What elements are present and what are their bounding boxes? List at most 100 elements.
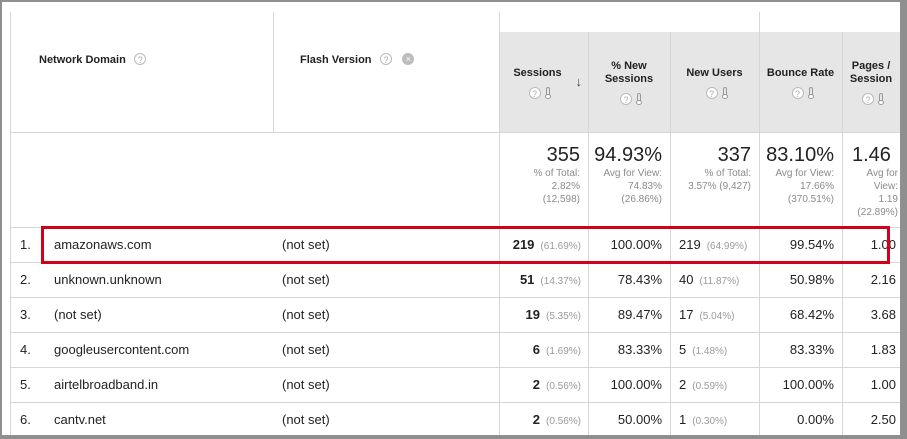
table-row[interactable]: 4. googleusercontent.com (not set) 6 (1.6…	[10, 332, 900, 367]
sessions-cell: 19 (5.35%)	[499, 297, 581, 332]
flash-version-link[interactable]: (not set)	[282, 412, 330, 427]
thermometer-icon[interactable]	[807, 86, 814, 99]
total-sessions-sub1: % of Total:	[533, 168, 580, 179]
total-pages-session: 1.46 Avg for View: 1.19 (22.89%)	[842, 132, 900, 227]
new-users-pct: (1.48%)	[692, 346, 728, 357]
network-domain-link[interactable]: airtelbroadband.in	[54, 377, 159, 392]
help-icon[interactable]: ?	[705, 86, 718, 99]
header-pages-session[interactable]: Pages / Session ?	[842, 32, 900, 132]
new-users-value: 40	[679, 272, 694, 287]
new-sessions-cell: 100.00%	[610, 377, 662, 392]
frame-border-right	[900, 0, 907, 439]
total-sessions-sub2: 2.82%	[551, 181, 580, 192]
thermometer-icon[interactable]	[721, 86, 728, 99]
help-icon[interactable]: ?	[791, 86, 804, 99]
header-flash-version[interactable]: Flash Version ? ×	[273, 12, 499, 132]
total-bounce-rate: 83.10% Avg for View: 17.66% (370.51%)	[759, 132, 842, 227]
total-new-sessions: 94.93% Avg for View: 74.83% (26.86%)	[588, 132, 670, 227]
total-new-users-value: 337	[717, 144, 751, 166]
total-pages-session-sub2: View:	[873, 181, 898, 192]
pages-session-cell: 3.68	[870, 307, 896, 322]
sessions-pct: (61.69%)	[540, 241, 581, 252]
new-users-value: 5	[679, 342, 687, 357]
new-sessions-cell: 50.00%	[617, 412, 662, 427]
row-index: 6.	[20, 412, 31, 427]
bounce-rate-cell: 0.00%	[797, 412, 834, 427]
total-pages-session-sub1: Avg for	[866, 168, 899, 179]
pages-session-cell: 1.83	[870, 342, 896, 357]
header-new-users[interactable]: New Users ?	[670, 32, 759, 132]
total-new-users-sub2: 3.57% (9,427)	[688, 181, 751, 192]
network-domain-link[interactable]: cantv.net	[54, 412, 106, 427]
highlight-box	[41, 226, 890, 264]
network-domain-link[interactable]: googleusercontent.com	[54, 342, 190, 357]
new-sessions-cell: 100.00%	[610, 237, 662, 252]
new-users-pct: (11.87%)	[699, 276, 740, 287]
help-icon[interactable]: ?	[620, 92, 632, 105]
help-icon[interactable]: ?	[379, 52, 392, 65]
help-icon[interactable]: ?	[528, 86, 541, 99]
network-domain-label: Network Domain	[39, 54, 126, 66]
sort-descending-icon[interactable]: ↓	[575, 74, 583, 89]
new-sessions-cell: 78.43%	[617, 272, 662, 287]
total-pages-session-sub3: 1.19	[878, 194, 898, 205]
sessions-value: 19	[525, 307, 540, 322]
thermometer-icon[interactable]	[544, 86, 551, 99]
sessions-pct: (0.56%)	[545, 381, 581, 392]
header-sessions[interactable]: Sessions ↓ ?	[499, 32, 588, 132]
flash-version-link[interactable]: (not set)	[282, 342, 330, 357]
new-users-value: 1	[679, 412, 687, 427]
new-users-pct: (0.59%)	[692, 381, 728, 392]
total-sessions: 355 % of Total: 2.82% (12,598)	[499, 132, 588, 227]
table-row[interactable]: 5. airtelbroadband.in (not set) 2 (0.56%)…	[10, 367, 900, 402]
new-users-value: 219	[679, 237, 701, 252]
bounce-rate-cell: 68.42%	[789, 307, 834, 322]
total-bounce-rate-sub1: Avg for View:	[775, 168, 834, 179]
total-bounce-rate-value: 83.10%	[766, 144, 834, 166]
new-users-cell: 5 (1.48%)	[679, 332, 727, 367]
total-bounce-rate-sub2: 17.66%	[800, 181, 834, 192]
new-users-cell: 17 (5.04%)	[679, 297, 734, 332]
flash-version-link[interactable]: (not set)	[282, 272, 330, 287]
table-row[interactable]: 6. cantv.net (not set) 2 (0.56%) 50.00% 1…	[10, 402, 900, 437]
total-new-sessions-value: 94.93%	[594, 144, 662, 166]
sessions-value: 6	[532, 342, 540, 357]
bounce-rate-cell: 100.00%	[782, 377, 834, 392]
new-users-cell: 2 (0.59%)	[679, 367, 727, 402]
sessions-pct: (5.35%)	[545, 311, 581, 322]
sessions-pct: (14.37%)	[540, 276, 581, 287]
help-icon[interactable]: ?	[862, 92, 874, 105]
row-index: 4.	[20, 342, 31, 357]
total-pages-session-value: 1.46	[852, 144, 891, 166]
thermometer-icon[interactable]	[636, 92, 642, 105]
new-users-cell: 1 (0.30%)	[679, 402, 727, 437]
flash-version-link[interactable]: (not set)	[282, 237, 330, 252]
network-domain-link[interactable]: (not set)	[54, 307, 102, 322]
help-icon[interactable]: ?	[134, 52, 147, 65]
sessions-cell: 51 (14.37%)	[499, 262, 581, 297]
flash-version-link[interactable]: (not set)	[282, 307, 330, 322]
header-network-domain[interactable]: Network Domain ?	[10, 12, 273, 132]
total-new-sessions-sub2: 74.83%	[628, 181, 662, 192]
bounce-rate-label: Bounce Rate	[766, 67, 835, 79]
sessions-cell: 2 (0.56%)	[499, 367, 581, 402]
new-sessions-cell: 89.47%	[617, 307, 662, 322]
remove-dimension-icon[interactable]: ×	[402, 52, 415, 65]
network-domain-link[interactable]: amazonaws.com	[54, 237, 152, 252]
flash-version-link[interactable]: (not set)	[282, 377, 330, 392]
thermometer-icon[interactable]	[878, 92, 884, 105]
header-bounce-rate[interactable]: Bounce Rate ?	[759, 32, 842, 132]
table-row[interactable]: 3. (not set) (not set) 19 (5.35%) 89.47% …	[10, 297, 900, 332]
header-new-sessions[interactable]: % New Sessions ?	[588, 32, 670, 132]
table-row[interactable]: 2. unknown.unknown (not set) 51 (14.37%) …	[10, 262, 900, 297]
new-users-pct: (5.04%)	[699, 311, 735, 322]
header-group-strip-2	[759, 12, 900, 33]
total-bounce-rate-sub3: (370.51%)	[787, 194, 834, 205]
new-users-pct: (64.99%)	[706, 241, 748, 252]
row-index: 2.	[20, 272, 31, 287]
new-users-label: New Users	[686, 67, 743, 79]
network-domain-link[interactable]: unknown.unknown	[54, 272, 162, 287]
row-index: 3.	[20, 307, 31, 322]
table-row[interactable]: 1. amazonaws.com (not set) 219 (61.69%) 1…	[10, 227, 900, 262]
sessions-label: Sessions	[513, 67, 562, 79]
